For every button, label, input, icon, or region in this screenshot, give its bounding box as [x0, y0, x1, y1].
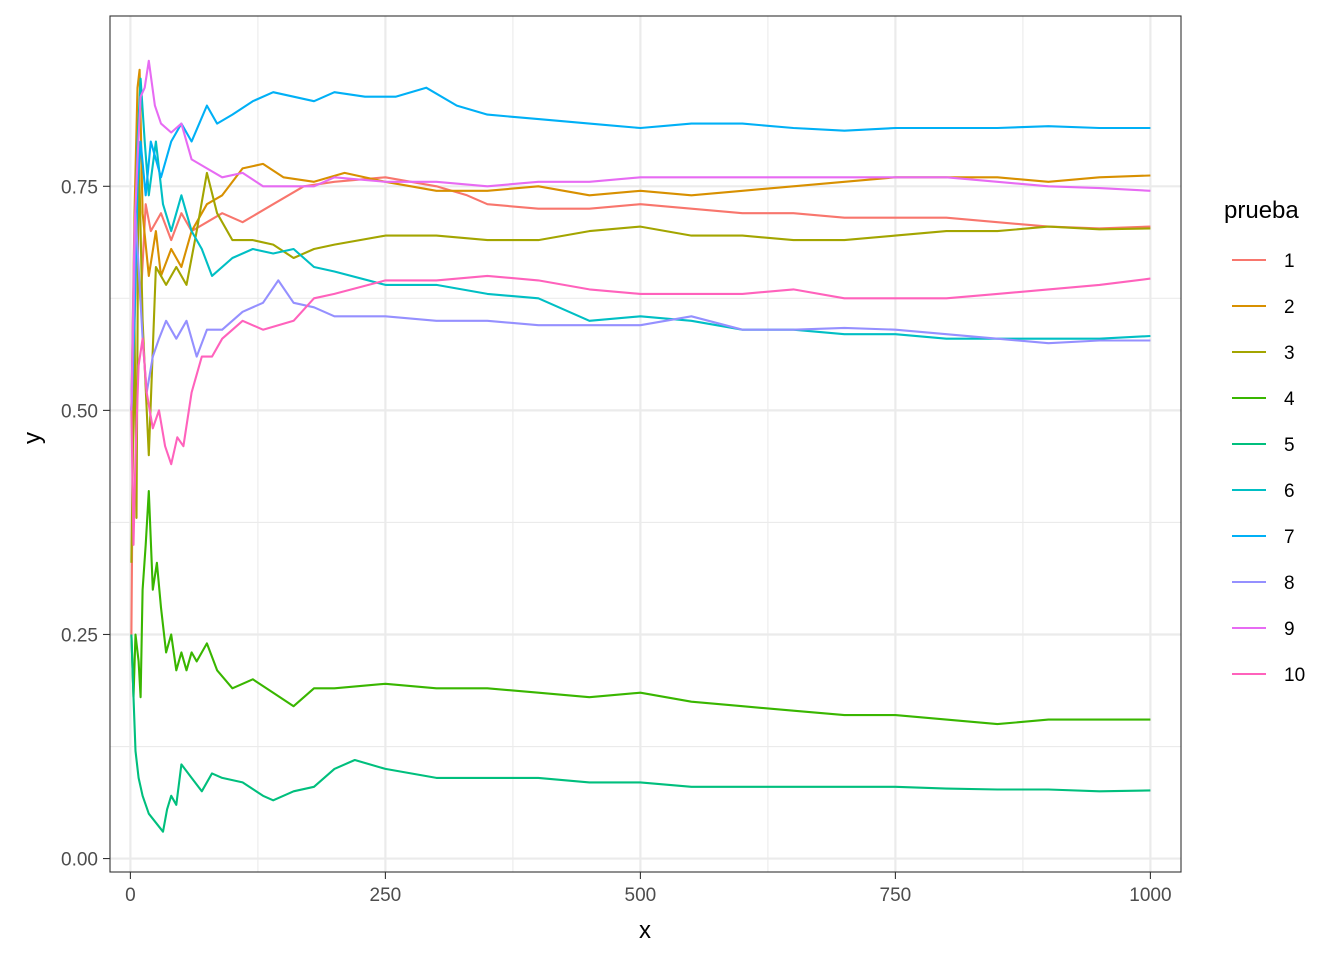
- y-tick-label: 0.25: [61, 625, 98, 646]
- series-line-3: [130, 140, 1151, 563]
- x-tick-label: 1000: [1129, 885, 1171, 906]
- legend-label-6: 6: [1284, 481, 1295, 502]
- x-axis-title: x: [639, 917, 651, 944]
- legend-label-2: 2: [1284, 297, 1295, 318]
- series-line-9: [130, 59, 1151, 411]
- legend-label-4: 4: [1284, 389, 1295, 410]
- x-tick-label: 750: [880, 885, 912, 906]
- y-tick-label: 0.50: [61, 401, 98, 422]
- legend-label-9: 9: [1284, 619, 1295, 640]
- legend-label-3: 3: [1284, 343, 1295, 364]
- legend: prueba 1 2 3 4 5 6 7 8 9 10: [1224, 197, 1305, 686]
- panel-border: [109, 15, 1182, 873]
- minor-gridlines: [110, 16, 1181, 872]
- legend-items: 1 2 3 4 5 6 7 8 9 10: [1232, 251, 1305, 686]
- legend-label-10: 10: [1284, 665, 1305, 686]
- series-line-6: [130, 77, 1151, 411]
- y-axis-title: y: [19, 432, 46, 444]
- series-line-10: [130, 274, 1151, 546]
- legend-label-7: 7: [1284, 527, 1295, 548]
- x-tick-label: 500: [625, 885, 657, 906]
- series-line-1: [130, 176, 1151, 635]
- series-line-5: [130, 634, 1151, 833]
- series-line-2: [130, 68, 1151, 411]
- series-line-4: [130, 490, 1151, 726]
- series-line-8: [130, 212, 1151, 411]
- x-axis: 0 250 500 750 1000: [125, 872, 1172, 906]
- y-tick-label: 0.75: [61, 177, 98, 198]
- y-axis: 0.00 0.25 0.50 0.75: [61, 177, 110, 871]
- legend-label-1: 1: [1284, 251, 1295, 272]
- series-line-7: [130, 86, 1151, 411]
- y-tick-label: 0.00: [61, 850, 98, 871]
- legend-label-5: 5: [1284, 435, 1295, 456]
- x-tick-label: 0: [125, 885, 136, 906]
- plot-panel: [109, 15, 1182, 873]
- legend-label-8: 8: [1284, 573, 1295, 594]
- legend-title: prueba: [1224, 197, 1299, 224]
- panel-background: [110, 16, 1181, 872]
- x-tick-label: 250: [370, 885, 402, 906]
- series-lines: [130, 59, 1151, 833]
